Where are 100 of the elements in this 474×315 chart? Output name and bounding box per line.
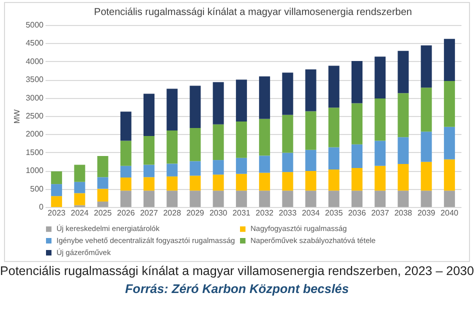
bar: [190, 161, 201, 176]
bar: [74, 193, 86, 206]
bar: [74, 164, 86, 182]
bar: [374, 98, 386, 141]
bar: [328, 147, 340, 170]
bar: [305, 111, 316, 150]
bar: [144, 164, 154, 178]
bar: [398, 190, 409, 207]
bar: [51, 171, 62, 184]
bar: [236, 174, 247, 191]
bar: [259, 76, 270, 119]
x-tick-label: 2028: [163, 208, 182, 218]
bar: [51, 196, 62, 207]
bar: [166, 190, 178, 207]
bar: [190, 86, 201, 128]
bar: [259, 172, 270, 191]
bar: [166, 164, 178, 176]
bar: [352, 144, 362, 168]
bar: [444, 38, 455, 82]
bar: [74, 182, 86, 194]
x-tick-label: 2024: [70, 208, 90, 218]
bar: [420, 88, 432, 132]
bar: [305, 190, 316, 207]
bar: [236, 190, 247, 207]
bar: [212, 124, 224, 160]
x-tick-label: 2027: [140, 208, 158, 218]
bar: [190, 128, 201, 162]
bar: [444, 159, 455, 191]
text: Potenciális rugalmassági kínálat a magyar villamosenergia rendszerben, 2023 – 2030: [0, 263, 474, 280]
bar: [259, 118, 270, 156]
y-tick-label: 5000: [26, 20, 44, 30]
chart-title: Potenciális rugalmassági kínálat a magyar villamosenergia rendszerben: [94, 7, 412, 18]
bar: [374, 140, 386, 166]
x-tick-label: 2030: [209, 208, 228, 218]
bar: [282, 114, 294, 153]
bar: [282, 190, 294, 207]
x-tick-label: 2036: [348, 208, 366, 218]
x-tick-label: 2037: [371, 208, 390, 218]
y-tick-label: 1000: [26, 166, 44, 176]
bar: [97, 156, 108, 178]
bar: [352, 103, 362, 144]
bar: [212, 160, 224, 175]
bar: [120, 190, 132, 207]
x-tick-label: 2033: [278, 208, 298, 218]
bar: [305, 170, 316, 191]
bar: [97, 202, 108, 207]
y-axis-title: MW: [12, 108, 22, 124]
x-tick-label: 2026: [116, 208, 136, 218]
bar: [259, 156, 270, 173]
bar: [444, 190, 455, 207]
x-tick-label: 2031: [232, 208, 251, 218]
bar: [282, 152, 294, 172]
y-tick-label: 2000: [26, 130, 44, 139]
bar: [420, 45, 432, 88]
bar: [212, 174, 224, 191]
bar: [51, 184, 62, 196]
x-tick-label: 2040: [440, 208, 459, 218]
y-tick-label: 1500: [26, 148, 44, 157]
x-tick-label: 2035: [324, 208, 344, 218]
bar: [444, 81, 455, 127]
bar: [120, 112, 132, 141]
bar: [97, 188, 108, 202]
bar: [420, 162, 432, 191]
bar: [282, 172, 294, 191]
bar: [398, 137, 409, 164]
bar: [166, 130, 178, 164]
bar: [144, 136, 154, 165]
bar: [212, 190, 224, 207]
x-tick-label: 2029: [186, 208, 205, 218]
y-tick-label: 2500: [26, 112, 44, 120]
x-tick-label: 2025: [94, 208, 112, 218]
bar: [166, 88, 178, 131]
bar: [374, 166, 386, 191]
bar: [420, 190, 432, 207]
bar: [120, 166, 132, 178]
x-tick-label: 2038: [394, 208, 413, 218]
x-tick-label: 2039: [417, 208, 436, 218]
bar: [352, 190, 362, 207]
bar: [120, 140, 132, 166]
bar: [328, 108, 340, 148]
bar: [236, 80, 247, 122]
bar: [190, 190, 201, 207]
bar: [97, 177, 108, 189]
bar: [374, 190, 386, 207]
bar: [398, 164, 409, 191]
bar: [305, 69, 316, 112]
bar: [166, 176, 178, 191]
bar: [236, 158, 247, 174]
bar: [190, 176, 201, 191]
bar: [398, 50, 409, 94]
bar: [398, 93, 409, 138]
bar: [212, 82, 224, 124]
bar: [144, 177, 154, 191]
bar: [305, 150, 316, 171]
x-tick-label: 2032: [256, 208, 274, 218]
y-tick-label: 0: [39, 202, 44, 212]
y-tick-label: 3500: [26, 75, 44, 84]
bar: [352, 168, 362, 191]
y-tick-label: 3000: [26, 93, 44, 102]
y-tick-label: 4000: [26, 56, 44, 66]
